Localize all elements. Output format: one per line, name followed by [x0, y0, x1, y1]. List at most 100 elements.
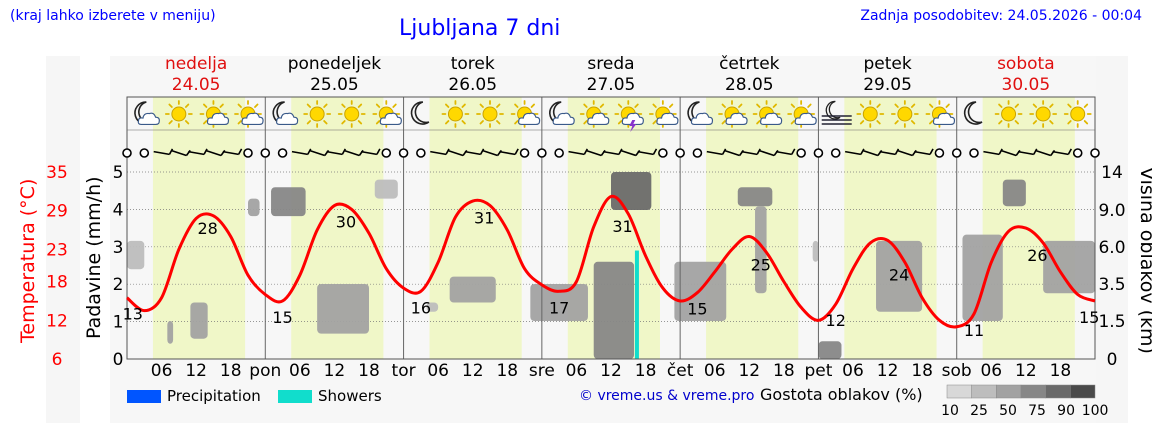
- wind-barb-marker: [430, 148, 450, 156]
- temperature-value-label: 26: [1027, 246, 1047, 265]
- day-name: četrtek: [719, 54, 780, 74]
- wind-barb-marker: [741, 148, 761, 156]
- wind-barb-shaft: [188, 150, 205, 156]
- day-axis-label: pet: [804, 361, 832, 381]
- temperature-tick-label: 23: [46, 240, 68, 260]
- wind-barb-shaft: [1017, 150, 1034, 156]
- cloud-cover-block: [190, 302, 208, 339]
- precipitation-tick-label: 5: [113, 163, 124, 183]
- cloud-cover-block: [812, 240, 819, 262]
- wind-barb-feather: [860, 148, 865, 155]
- wind-barb-marker: [637, 148, 658, 156]
- wind-barb-shaft: [360, 150, 378, 156]
- wind-barb-shaft: [758, 149, 775, 157]
- hour-axis-label: 12: [185, 361, 207, 381]
- hour-axis-label: 12: [738, 361, 760, 381]
- hour-axis-label: 06: [289, 361, 311, 381]
- wind-barb-marker: [326, 148, 347, 156]
- temperature-value-label: 11: [964, 321, 984, 340]
- wind-barb-marker: [983, 148, 1003, 156]
- wind-barb-shaft: [897, 149, 913, 157]
- showers-bar: [634, 250, 639, 359]
- daytime-band: [844, 97, 937, 359]
- wind-barb-feather: [514, 148, 519, 155]
- wind-barb-shaft: [1052, 150, 1069, 156]
- cloud-cover-block: [818, 341, 842, 359]
- wind-barb-feather: [894, 148, 900, 155]
- wind-barb-marker: [602, 148, 623, 156]
- wind-barb-marker: [914, 148, 934, 156]
- wind-barb-shaft: [222, 150, 239, 156]
- day-name: nedelja: [165, 54, 227, 74]
- page-title: Ljubljana 7 dni: [399, 16, 561, 41]
- hour-axis-label: 18: [635, 361, 657, 381]
- day-axis-label: sob: [942, 361, 972, 381]
- temperature-tick-label: 18: [46, 273, 68, 293]
- temperature-tick-label: 35: [46, 163, 68, 183]
- cloud-density-tick: 25: [970, 403, 988, 419]
- hour-axis-label: 18: [773, 361, 795, 381]
- cloud-cover-block: [1002, 179, 1026, 207]
- hour-axis-label: 06: [151, 361, 173, 381]
- day-axis-label: čet: [667, 361, 694, 381]
- wind-barb-shaft: [430, 150, 447, 156]
- temperature-value-label: 30: [336, 212, 356, 231]
- precipitation-tick-label: 3: [113, 238, 124, 258]
- hour-axis-label: 12: [324, 361, 346, 381]
- day-date: 30.05: [1002, 75, 1051, 95]
- cloud-cover-block: [167, 321, 174, 344]
- wind-barb-shaft: [326, 150, 343, 156]
- hour-axis-label: 12: [462, 361, 484, 381]
- cloud-density-swatch: [996, 384, 1022, 399]
- last-update: Zadnja posodobitev: 24.05.2026 - 00:04: [860, 8, 1142, 24]
- wind-barb-marker: [706, 148, 727, 156]
- wind-barb-shaft: [775, 150, 792, 156]
- cloud-cover-block: [755, 206, 767, 294]
- wind-barb-feather: [341, 148, 347, 155]
- wind-barb-shaft: [499, 150, 516, 156]
- wind-barb-shaft: [602, 150, 620, 156]
- wind-barb-shaft: [1035, 149, 1051, 157]
- wind-calm-marker: [416, 148, 426, 158]
- day-name: petek: [863, 54, 911, 74]
- hour-axis-label: 18: [220, 361, 242, 381]
- hour-axis-label: 18: [358, 361, 380, 381]
- wind-barb-marker: [1052, 148, 1073, 156]
- wind-barb-feather: [583, 148, 589, 155]
- wind-barb-feather: [618, 148, 623, 155]
- wind-calm-marker: [934, 148, 945, 158]
- wind-barb-feather: [376, 148, 381, 155]
- cloud-density-swatch: [1070, 384, 1096, 399]
- wind-barb-shaft: [585, 149, 602, 157]
- right-gray-strip: [1096, 56, 1128, 423]
- cloud-cover-block: [127, 240, 145, 270]
- day-date: 28.05: [725, 75, 774, 95]
- wind-calm-marker: [796, 148, 806, 158]
- day-date: 25.05: [310, 75, 359, 95]
- cloud-density-tick: 75: [1028, 403, 1046, 419]
- day-axis-label: sre: [529, 361, 555, 381]
- copyright-link[interactable]: © vreme.us & vreme.pro: [579, 388, 755, 404]
- precipitation-legend-label: Precipitation: [167, 387, 261, 405]
- wind-calm-marker: [519, 148, 530, 158]
- wind-barb-marker: [775, 148, 796, 156]
- wind-barb-marker: [360, 148, 381, 156]
- cloud-density-tick: 90: [1057, 403, 1075, 419]
- cloud-cover-block: [374, 179, 398, 199]
- day-axis-label: tor: [392, 361, 416, 381]
- wind-calm-marker: [969, 148, 979, 158]
- day-name: torek: [451, 54, 495, 74]
- hour-axis-label: 12: [600, 361, 622, 381]
- cloud-density-swatch: [971, 384, 997, 399]
- cloud-height-tick-label: 9.0: [1098, 201, 1125, 221]
- temperature-value-label: 16: [411, 298, 431, 317]
- moon-icon: [963, 101, 983, 125]
- temperature-tick-label: 6: [52, 350, 63, 370]
- wind-barb-marker: [568, 148, 589, 156]
- wind-barb-shaft: [205, 149, 222, 157]
- wind-calm-marker: [1090, 148, 1100, 158]
- wind-barb-shaft: [914, 150, 931, 156]
- cloud-cover-block: [593, 261, 635, 359]
- wind-barb-shaft: [741, 150, 758, 156]
- cloud-cover-block: [611, 172, 652, 210]
